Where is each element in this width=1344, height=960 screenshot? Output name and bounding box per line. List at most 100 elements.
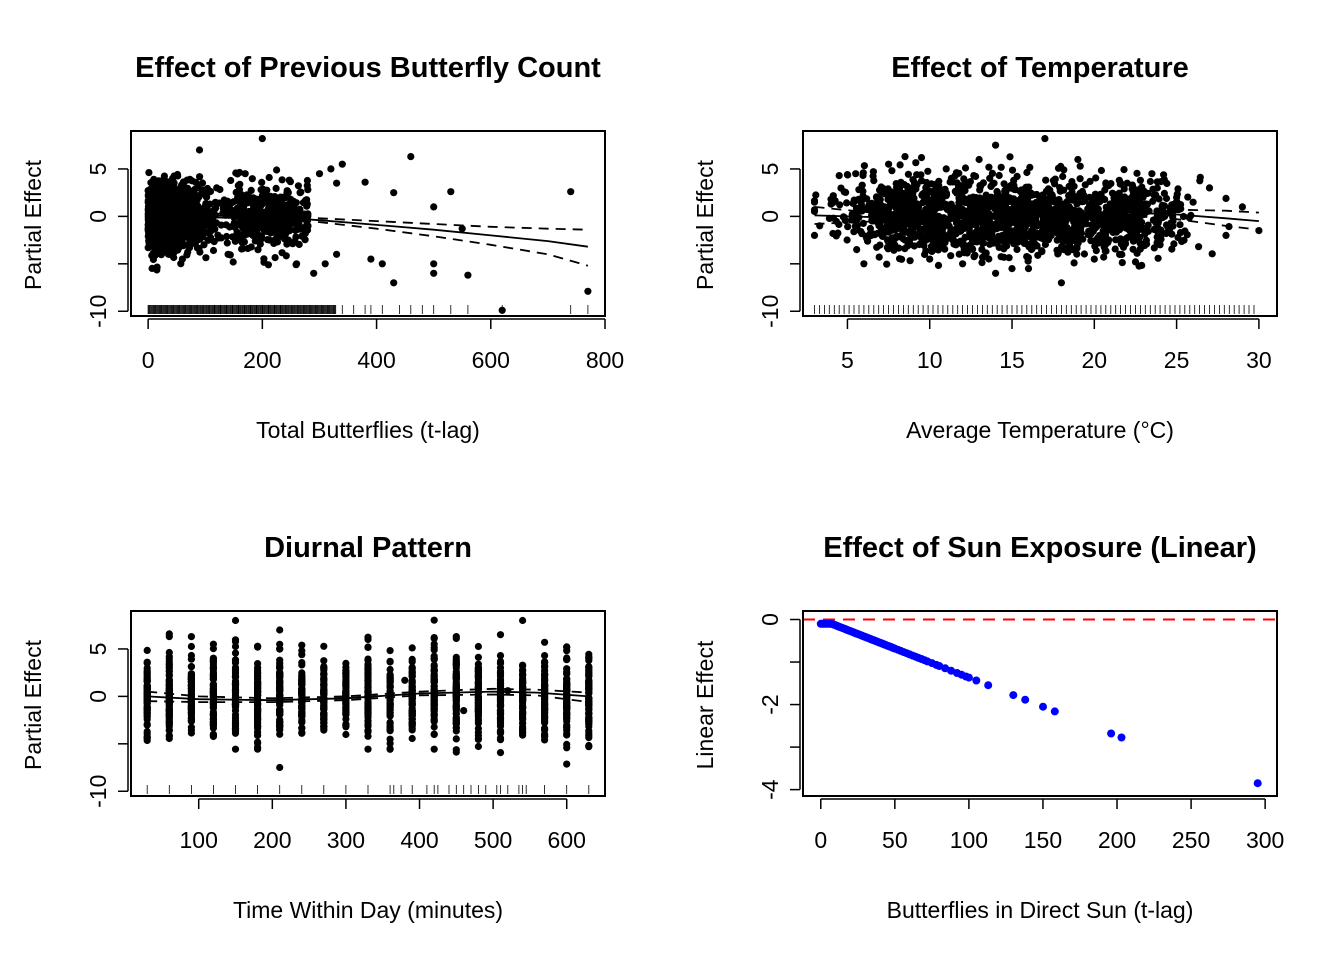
data-point xyxy=(261,189,268,196)
data-point xyxy=(304,186,311,193)
data-point xyxy=(1004,185,1011,192)
data-point xyxy=(320,688,327,695)
data-point xyxy=(1025,265,1032,272)
data-point xyxy=(254,714,261,721)
data-point xyxy=(166,677,173,684)
data-point xyxy=(176,218,183,225)
data-point xyxy=(339,161,346,168)
data-point xyxy=(188,652,195,659)
data-point xyxy=(333,180,340,187)
data-point xyxy=(279,176,286,183)
data-point xyxy=(966,207,973,214)
data-point xyxy=(213,184,220,191)
data-point xyxy=(965,199,972,206)
data-point xyxy=(232,730,239,737)
data-point xyxy=(948,205,955,212)
x-tick-label: 10 xyxy=(917,347,943,373)
data-point xyxy=(1059,173,1066,180)
data-point xyxy=(150,256,157,263)
data-point xyxy=(387,712,394,719)
data-point xyxy=(1169,201,1176,208)
data-point xyxy=(1222,195,1229,202)
data-point xyxy=(811,232,818,239)
data-point xyxy=(265,261,272,268)
data-point xyxy=(1014,173,1021,180)
data-point xyxy=(1098,167,1105,174)
data-point xyxy=(234,170,241,177)
data-point xyxy=(1154,178,1161,185)
data-point xyxy=(887,199,894,206)
data-point xyxy=(1088,230,1095,237)
data-point xyxy=(230,258,237,265)
data-point xyxy=(1118,251,1125,258)
data-point xyxy=(955,184,962,191)
data-point xyxy=(1029,245,1036,252)
data-point xyxy=(924,232,931,239)
data-point xyxy=(1239,203,1246,210)
data-point xyxy=(230,198,237,205)
y-axis-label: Partial Effect xyxy=(20,639,46,770)
data-point xyxy=(224,239,231,246)
data-point xyxy=(1089,198,1096,205)
data-point xyxy=(1072,237,1079,244)
data-point xyxy=(298,681,305,688)
data-point xyxy=(935,246,942,253)
data-point xyxy=(387,701,394,708)
data-point xyxy=(1123,235,1130,242)
data-point xyxy=(912,185,919,192)
data-point xyxy=(976,156,983,163)
data-point xyxy=(364,672,371,679)
x-tick-label: 200 xyxy=(243,347,281,373)
data-point xyxy=(939,225,946,232)
data-point xyxy=(185,232,192,239)
data-point xyxy=(310,270,317,277)
data-point xyxy=(409,644,416,651)
data-point xyxy=(911,242,918,249)
data-point xyxy=(834,230,841,237)
data-point xyxy=(937,192,944,199)
data-point xyxy=(225,251,232,258)
data-point xyxy=(407,153,414,160)
data-point xyxy=(897,161,904,168)
data-point xyxy=(1154,234,1161,241)
data-point xyxy=(409,735,416,742)
data-point xyxy=(387,658,394,665)
panel-title: Effect of Previous Butterfly Count xyxy=(135,52,601,84)
data-point xyxy=(364,682,371,689)
data-point xyxy=(906,203,913,210)
data-point xyxy=(980,179,987,186)
data-points xyxy=(144,617,593,772)
data-point xyxy=(1155,255,1162,262)
data-point xyxy=(1073,200,1080,207)
data-point xyxy=(254,660,261,667)
data-point xyxy=(207,234,214,241)
data-point xyxy=(1104,181,1111,188)
data-point xyxy=(1255,227,1262,234)
data-point xyxy=(811,199,818,206)
data-point xyxy=(1144,190,1151,197)
y-tick-label: 0 xyxy=(85,210,111,223)
data-point xyxy=(232,650,239,657)
data-point xyxy=(327,165,334,172)
data-point xyxy=(144,716,151,723)
data-point xyxy=(266,174,273,181)
data-point xyxy=(1012,239,1019,246)
data-point xyxy=(879,233,886,240)
data-point xyxy=(1013,246,1020,253)
data-point xyxy=(1120,244,1127,251)
data-point xyxy=(994,189,1001,196)
data-point xyxy=(896,194,903,201)
data-point xyxy=(1168,246,1175,253)
data-point xyxy=(1009,167,1016,174)
data-point xyxy=(978,219,985,226)
data-point xyxy=(199,233,206,240)
data-point xyxy=(390,279,397,286)
data-point xyxy=(153,266,160,273)
data-point xyxy=(320,716,327,723)
x-tick-label: 5 xyxy=(841,347,854,373)
data-point xyxy=(876,254,883,261)
x-tick-label: 0 xyxy=(142,347,155,373)
data-point xyxy=(322,260,329,267)
data-point xyxy=(1160,171,1167,178)
data-point xyxy=(289,240,296,247)
